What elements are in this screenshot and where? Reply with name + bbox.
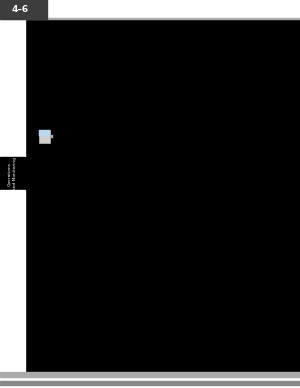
Text: Operations
and Monitoring: Operations and Monitoring [8,157,17,190]
Bar [0,19,25,157]
Bar [50,135,52,138]
Bar [39,130,50,136]
Bar [39,130,50,143]
Bar [0,372,300,377]
Bar [0,0,46,19]
Bar [0,381,300,385]
Bar [0,190,25,372]
Bar [0,157,25,190]
Text: 4–6: 4–6 [12,5,29,14]
Bar [0,18,300,19]
